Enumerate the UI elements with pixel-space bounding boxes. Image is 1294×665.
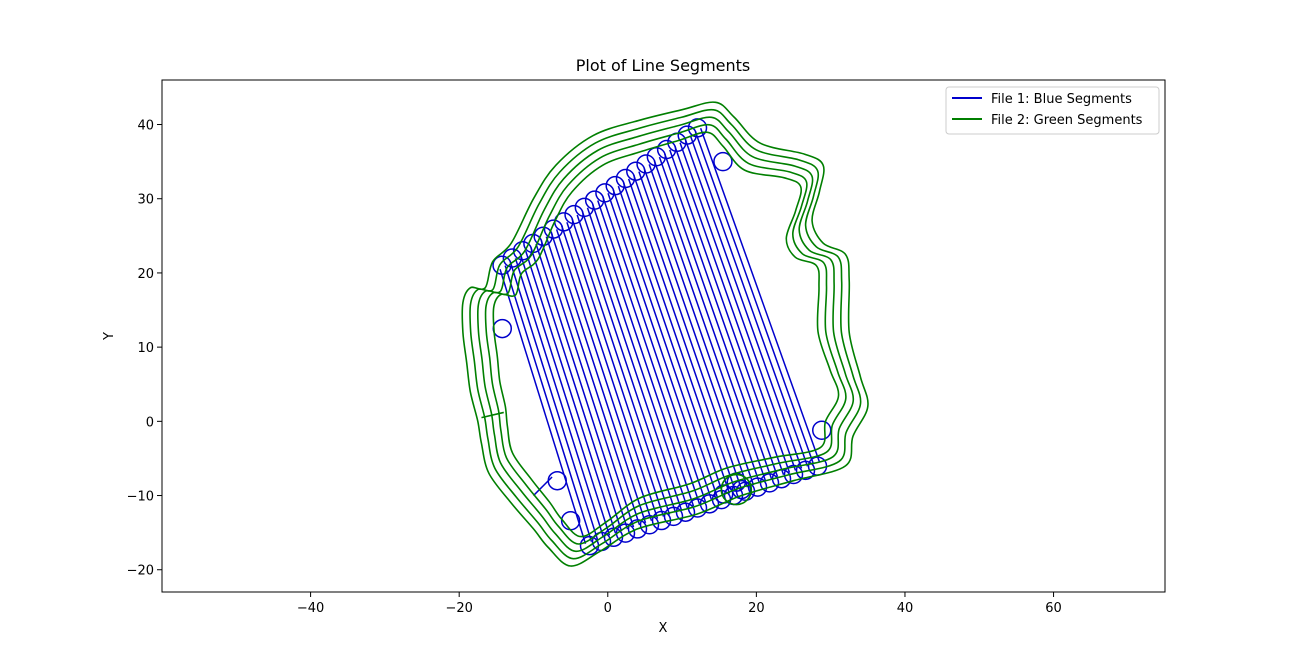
blue-segment [612, 189, 719, 498]
y-tick-label: 30 [137, 193, 154, 208]
chart-title: Plot of Line Segments [576, 56, 751, 75]
blue-segment [617, 185, 725, 496]
blue-segment [586, 207, 689, 509]
blue-turn-loop [639, 514, 660, 535]
legend: File 1: Blue Segments File 2: Green Segm… [945, 86, 1160, 135]
blue-segment [530, 247, 623, 532]
blue-segment [550, 232, 647, 524]
y-tick-label: −20 [127, 564, 154, 579]
blue-segment [504, 265, 593, 542]
green-contour [461, 101, 869, 567]
blue-segment [648, 164, 761, 484]
blue-turn-loop [627, 519, 648, 539]
legend-label-green: File 2: Green Segments [991, 113, 1143, 128]
green-contour [484, 123, 847, 545]
blue-segment [509, 261, 599, 540]
green-loop [720, 473, 753, 506]
blue-turn-loop [663, 506, 684, 527]
green-stub [481, 411, 504, 419]
y-tick-label: 10 [137, 341, 154, 356]
x-tick-label: −40 [297, 601, 324, 616]
x-axis-label: X [659, 621, 668, 636]
blue-segment [643, 167, 755, 486]
blue-segment [591, 203, 695, 507]
blue-segment [566, 221, 665, 517]
blue-turn-loop [747, 477, 768, 497]
green-contour [476, 116, 855, 553]
y-tick-label: 0 [146, 415, 154, 430]
blue-segment [607, 193, 713, 501]
blue-segment [571, 218, 671, 515]
blue-segment [561, 225, 659, 519]
blue-segment [653, 160, 767, 482]
blue-segment [669, 149, 785, 475]
blue-segment [499, 268, 587, 544]
blue-connector [532, 476, 553, 497]
blue-segment [540, 240, 635, 528]
blue-segment [638, 171, 749, 488]
legend-box [945, 86, 1160, 135]
blue-turn-loop [795, 460, 816, 481]
blue-segment [576, 214, 677, 513]
blue-segment [555, 229, 653, 521]
x-tick-label: 40 [897, 601, 914, 616]
x-tick-label: 60 [1045, 601, 1062, 616]
plot-frame [161, 79, 1166, 593]
x-tick-label: −20 [445, 601, 472, 616]
x-tick-label: 0 [604, 601, 612, 616]
blue-segment [622, 182, 731, 494]
legend-label-blue: File 1: Blue Segments [991, 92, 1132, 107]
blue-segment [597, 200, 701, 505]
blue-segment [658, 156, 773, 480]
blue-segment [684, 138, 803, 469]
blue-segment [519, 254, 611, 536]
green-segments-series [461, 101, 869, 567]
x-axis: −40 −20 0 20 40 60 [297, 592, 1062, 616]
y-axis: −20 −10 0 10 20 30 40 [127, 119, 162, 579]
y-axis-label: Y [102, 332, 117, 341]
blue-segment [627, 178, 737, 492]
blue-turn-loop [783, 464, 804, 485]
blue-segment [694, 131, 815, 465]
blue-segment [581, 211, 683, 511]
blue-segment [663, 153, 779, 478]
y-tick-label: −10 [127, 490, 154, 505]
green-contour [492, 131, 840, 538]
blue-segment [674, 146, 791, 473]
blue-turn-loop [675, 502, 696, 522]
blue-segment [525, 250, 617, 534]
blue-segments-series [492, 118, 832, 556]
blue-segment [689, 135, 809, 467]
green-contour [469, 108, 862, 560]
blue-segment [633, 174, 743, 490]
blue-loop [713, 151, 733, 172]
y-tick-label: 20 [137, 267, 154, 282]
blue-segment [602, 196, 707, 503]
blue-segment [699, 127, 821, 463]
blue-segment [545, 236, 641, 526]
y-tick-label: 40 [137, 119, 154, 134]
blue-segment [679, 142, 797, 471]
blue-segment [535, 243, 629, 530]
blue-segment [514, 258, 605, 538]
x-tick-label: 20 [748, 601, 765, 616]
